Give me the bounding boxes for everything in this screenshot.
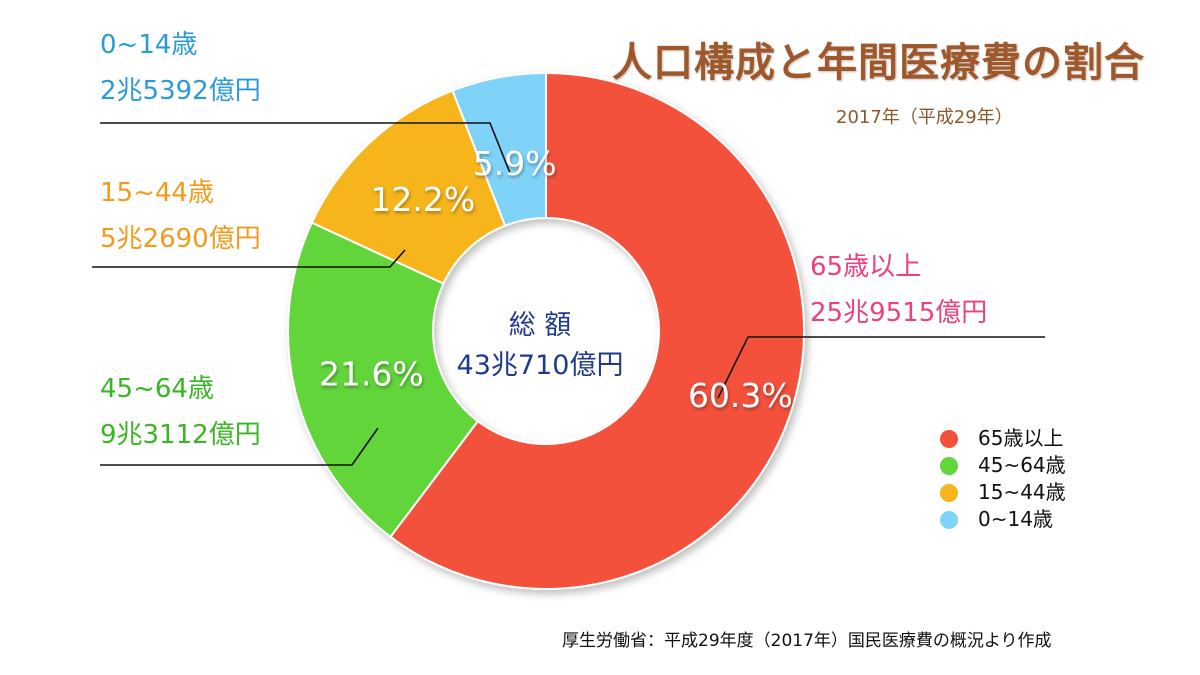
- pct-label-15-44: 12.2%: [370, 180, 475, 219]
- label-45-64-amount: 9兆3112億円: [100, 420, 261, 450]
- slice-15-44: [310, 89, 507, 285]
- pct-label-65: 60.3%: [688, 376, 793, 415]
- center-total-value: 43兆710億円: [456, 350, 624, 381]
- leader-15-44: [92, 249, 406, 268]
- label-65-plus-amount: 25兆9515億円: [810, 298, 988, 328]
- center-total: 総 額 43兆710億円: [430, 306, 650, 386]
- label-65-plus-name: 65歳以上: [810, 252, 922, 282]
- legend-swatch: [940, 456, 958, 475]
- label-0-14: 0~14歳 2兆5392億円: [100, 22, 261, 114]
- legend-item: 15~44歳: [940, 479, 1066, 506]
- slice-0-14: [451, 71, 547, 227]
- legend-swatch: [940, 429, 958, 448]
- legend-item: 45~64歳: [940, 452, 1066, 479]
- legend-label: 65歳以上: [978, 426, 1064, 450]
- label-45-64: 45~64歳 9兆3112億円: [100, 366, 261, 458]
- leader-65-plus: [717, 336, 1045, 399]
- legend-item: 65歳以上: [940, 425, 1066, 452]
- legend-label: 45~64歳: [978, 453, 1066, 477]
- legend-label: 0~14歳: [978, 507, 1053, 531]
- label-0-14-amount: 2兆5392億円: [100, 76, 261, 106]
- label-15-44-amount: 5兆2690億円: [100, 224, 261, 254]
- label-15-44: 15~44歳 5兆2690億円: [100, 170, 261, 262]
- pct-label-0-14: 5.9%: [473, 144, 557, 183]
- source-note: 厚生労働省：平成29年度（2017年）国民医療費の概況より作成: [562, 631, 1052, 651]
- legend-label: 15~44歳: [978, 480, 1066, 504]
- label-65-plus: 65歳以上 25兆9515億円: [810, 244, 987, 336]
- leader-0-14: [100, 122, 511, 174]
- chart-subtitle: 2017年（平成29年）: [836, 107, 1013, 128]
- legend: 65歳以上 45~64歳 15~44歳 0~14歳: [940, 425, 1066, 533]
- center-total-heading: 総 額: [508, 310, 572, 341]
- slice-65: [389, 71, 805, 590]
- label-15-44-name: 15~44歳: [100, 178, 214, 208]
- legend-swatch: [940, 483, 958, 502]
- pct-label-45-64: 21.6%: [319, 355, 424, 394]
- legend-item: 0~14歳: [940, 506, 1066, 533]
- leader-45-64: [100, 427, 379, 466]
- label-0-14-name: 0~14歳: [100, 30, 198, 60]
- chart-title: 人口構成と年間医療費の割合: [612, 40, 1145, 86]
- label-45-64-name: 45~64歳: [100, 374, 214, 404]
- legend-swatch: [940, 510, 958, 529]
